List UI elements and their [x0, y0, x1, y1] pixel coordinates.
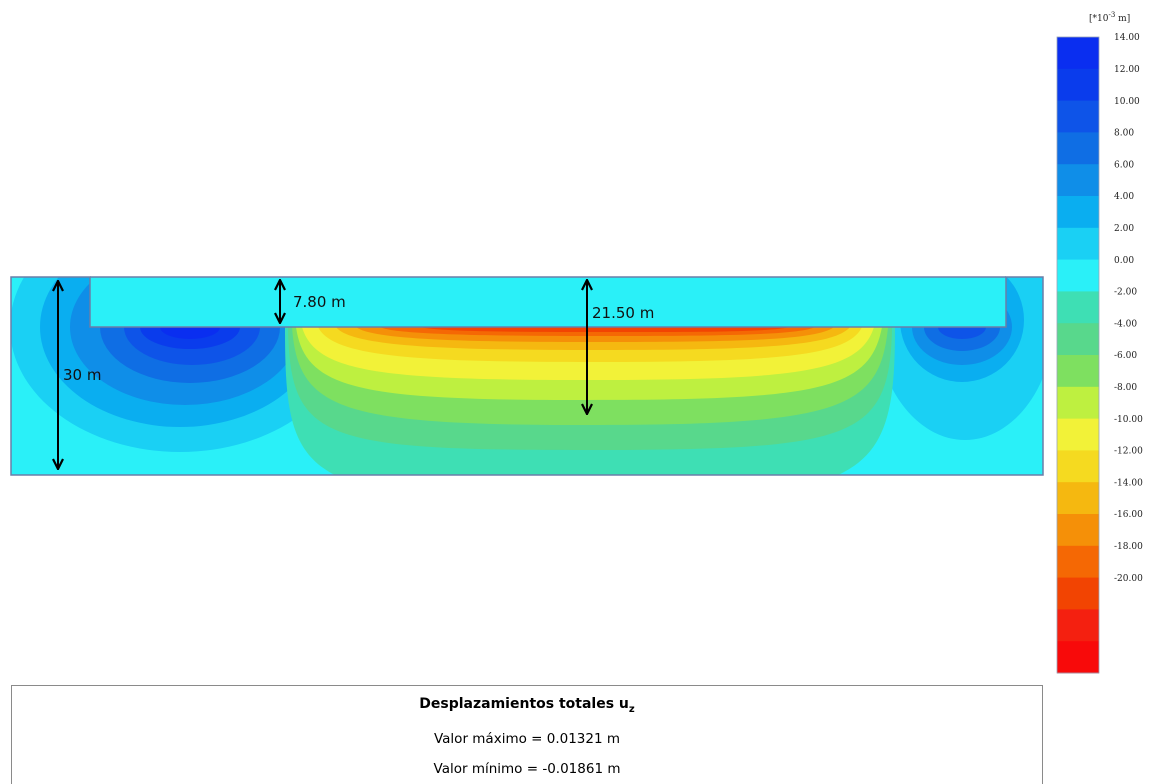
legend-swatch [1057, 577, 1099, 610]
legend-tick-label: -14.00 [1114, 478, 1143, 488]
legend-tick-labels: 14.00 12.00 10.00 8.00 6.00 4.00 2.00 0.00 -2.00… [1114, 33, 1143, 584]
legend-tick-label: 8.00 [1114, 129, 1134, 139]
legend-swatch [1057, 68, 1099, 102]
results-title: Desplazamientos totales uz [419, 696, 635, 715]
soil-model [10, 276, 1044, 476]
legend-tick-label: -16.00 [1114, 510, 1143, 520]
legend-tick-label: 6.00 [1114, 160, 1134, 170]
results-title-subscript: z [628, 703, 635, 715]
influence-depth-label: 21.50 m [592, 304, 654, 322]
legend-swatches [1056, 36, 1100, 674]
color-legend: [*10-3 m] 14.00 12.00 10.00 8.00 6.00 4.00 2.0… [1056, 11, 1143, 674]
legend-swatch [1057, 641, 1099, 674]
legend-tick-label: 10.00 [1114, 97, 1140, 107]
max-value-label: Valor máximo = 0.01321 m [433, 730, 621, 747]
legend-tick-label: 0.00 [1114, 256, 1134, 266]
legend-tick-label: -12.00 [1114, 447, 1143, 457]
legend-swatch [1057, 355, 1099, 388]
legend-swatch [1057, 100, 1099, 133]
min-value-label: Valor mínimo = -0.01861 m [433, 760, 621, 777]
legend-tick-label: 14.00 [1114, 33, 1140, 43]
legend-swatch [1057, 514, 1099, 547]
legend-swatch [1057, 227, 1099, 261]
legend-swatch [1057, 545, 1099, 579]
center-band-9 [420, 327, 790, 332]
legend-tick-label: 4.00 [1114, 192, 1134, 202]
legend-tick-label: 2.00 [1114, 224, 1134, 234]
dimension-annotations: 30 m 7.80 m 21.50 m [58, 280, 654, 469]
legend-swatch [1057, 259, 1099, 292]
legend-swatch [1057, 132, 1099, 165]
legend-tick-label: -10.00 [1114, 415, 1143, 425]
legend-tick-label: -18.00 [1114, 542, 1143, 552]
legend-tick-label: -8.00 [1114, 383, 1137, 393]
legend-swatch [1057, 196, 1099, 229]
excavation-depth-label: 7.80 m [293, 293, 346, 311]
legend-tick-label: 12.00 [1114, 65, 1140, 75]
legend-swatch [1057, 323, 1099, 356]
legend-swatch [1057, 609, 1099, 642]
legend-tick-label: -4.00 [1114, 319, 1137, 329]
results-box: Desplazamientos totales uz Valor máximo … [11, 685, 1043, 784]
legend-swatch [1057, 164, 1099, 197]
legend-tick-label: -6.00 [1114, 351, 1137, 361]
legend-swatch [1057, 418, 1099, 451]
legend-swatch [1057, 291, 1099, 324]
legend-tick-label: -2.00 [1114, 288, 1137, 298]
legend-frame [1056, 36, 1100, 674]
legend-unit: [*10-3 m] [1089, 11, 1130, 24]
legend-swatch [1057, 450, 1099, 483]
legend-swatch [1057, 482, 1099, 515]
legend-swatch [1057, 37, 1099, 70]
legend-tick-label: -20.00 [1114, 574, 1143, 584]
model-depth-label: 30 m [63, 366, 101, 384]
legend-swatch [1057, 386, 1099, 420]
